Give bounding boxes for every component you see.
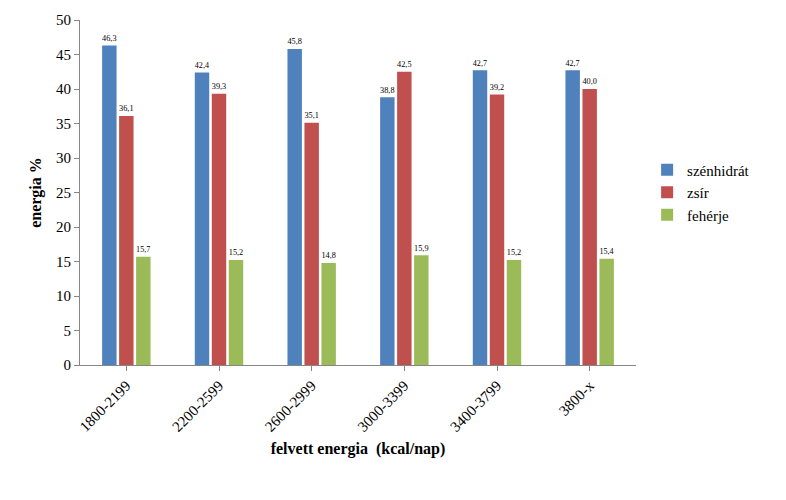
svg-text:1800-2199: 1800-2199 xyxy=(76,378,133,435)
svg-text:3800-x: 3800-x xyxy=(556,377,598,419)
svg-text:zsír: zsír xyxy=(687,185,709,201)
svg-text:szénhidrát: szénhidrát xyxy=(687,163,749,179)
svg-text:fehérje: fehérje xyxy=(687,208,729,224)
svg-text:50: 50 xyxy=(56,12,71,28)
svg-text:15,2: 15,2 xyxy=(229,248,243,257)
svg-text:39,3: 39,3 xyxy=(212,82,226,91)
svg-text:30: 30 xyxy=(56,150,71,166)
svg-text:35: 35 xyxy=(56,116,71,132)
svg-text:45,8: 45,8 xyxy=(287,37,301,46)
svg-text:15,2: 15,2 xyxy=(507,248,521,257)
svg-text:5: 5 xyxy=(64,323,72,339)
svg-text:42,5: 42,5 xyxy=(397,60,411,69)
svg-text:42,4: 42,4 xyxy=(195,61,209,70)
svg-text:46,3: 46,3 xyxy=(102,34,116,43)
svg-text:42,7: 42,7 xyxy=(473,59,487,68)
svg-text:40: 40 xyxy=(56,81,71,97)
svg-text:45: 45 xyxy=(56,47,71,63)
svg-text:2200-2599: 2200-2599 xyxy=(169,378,226,435)
svg-text:35,1: 35,1 xyxy=(304,111,318,120)
svg-text:39,2: 39,2 xyxy=(490,83,504,92)
svg-text:15,7: 15,7 xyxy=(136,245,150,254)
svg-text:25: 25 xyxy=(56,185,71,201)
svg-text:40,0: 40,0 xyxy=(582,77,596,86)
svg-text:15,4: 15,4 xyxy=(599,247,613,256)
svg-text:42,7: 42,7 xyxy=(565,59,579,68)
svg-text:3400-3799: 3400-3799 xyxy=(447,378,504,435)
svg-text:3000-3399: 3000-3399 xyxy=(354,378,411,435)
svg-text:20: 20 xyxy=(56,219,71,235)
svg-text:15: 15 xyxy=(56,254,71,270)
svg-text:38,8: 38,8 xyxy=(380,86,394,95)
svg-text:felvett energia (kcal/nap): felvett energia (kcal/nap) xyxy=(271,440,446,458)
svg-text:10: 10 xyxy=(56,288,71,304)
svg-text:0: 0 xyxy=(64,357,72,373)
svg-text:36,1: 36,1 xyxy=(119,104,133,113)
svg-text:energia %: energia % xyxy=(27,157,45,228)
svg-text:15,9: 15,9 xyxy=(414,244,428,253)
svg-text:14,8: 14,8 xyxy=(321,251,335,260)
svg-text:2600-2999: 2600-2999 xyxy=(262,378,319,435)
